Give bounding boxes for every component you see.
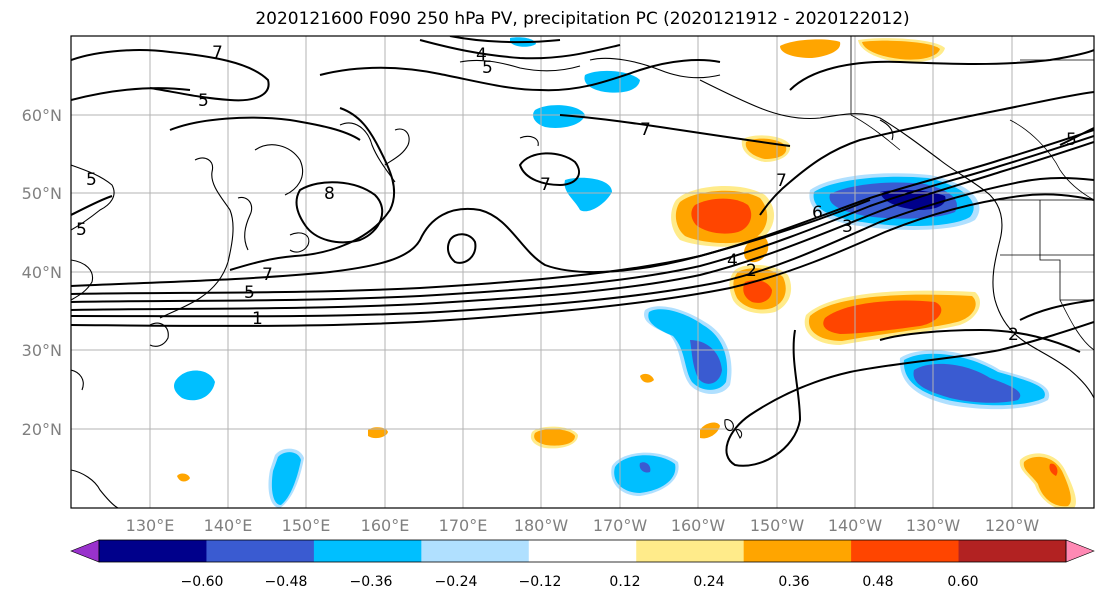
- colorbar-tick-label: −0.12: [519, 574, 562, 590]
- contour-label: 1: [252, 309, 263, 329]
- colorbar-tick-label: −0.24: [435, 574, 478, 590]
- contour-label: 5: [86, 170, 97, 190]
- colorbar-tick-label: −0.48: [265, 574, 308, 590]
- colorbar-tick-label: 0.36: [778, 574, 809, 590]
- map-title: 2020121600 F090 250 hPa PV, precipitatio…: [255, 9, 910, 29]
- lon-label: 170°E: [439, 516, 488, 535]
- lat-label-30n: 30°N: [22, 341, 62, 360]
- colorbar-segment: [206, 540, 315, 562]
- longitude-labels: 130°E 140°E 150°E 160°E 170°E 180°W 170°…: [126, 516, 1040, 535]
- colorbar-segment: [958, 540, 1067, 562]
- contour-label: 7: [212, 43, 223, 63]
- colorbar-segment: [743, 540, 852, 562]
- lon-label: 140°E: [204, 516, 253, 535]
- political-borders: [850, 36, 1094, 351]
- colorbar-tick-label: 0.12: [609, 574, 640, 590]
- colorbar-frame: [98, 539, 1067, 563]
- colorbar-extend-high: [1065, 539, 1095, 563]
- positive-precip-area-5: [780, 38, 945, 63]
- contour-label: 7: [640, 120, 651, 140]
- lon-label: 150°W: [750, 516, 805, 535]
- colorbar-segment: [636, 540, 745, 562]
- latitude-labels: 60°N 50°N 40°N 30°N 20°N: [22, 106, 62, 439]
- contour-label: 6: [812, 203, 823, 223]
- contour-label: 4: [727, 251, 738, 271]
- colorbar-segment: [99, 540, 207, 562]
- lat-label-50n: 50°N: [22, 184, 62, 203]
- contour-label: 7: [262, 265, 273, 285]
- colorbar-segment: [313, 540, 422, 562]
- contour-label: 5: [198, 91, 209, 111]
- pv-contours: [71, 36, 1094, 467]
- lon-label: 150°E: [282, 516, 331, 535]
- lon-label: 160°W: [671, 516, 726, 535]
- positive-precip-area-3: [804, 290, 980, 345]
- contour-label: 2: [746, 261, 757, 281]
- lon-label: 160°E: [361, 516, 410, 535]
- lon-label: 140°W: [828, 516, 883, 535]
- lon-label: 120°W: [985, 516, 1040, 535]
- contour-label: 2: [1008, 325, 1019, 345]
- contour-label: 8: [324, 184, 335, 204]
- colorbar-tick-label: −0.60: [181, 574, 224, 590]
- colorbar: [70, 539, 1095, 563]
- lon-label: 130°W: [906, 516, 961, 535]
- contour-label: 5: [1066, 130, 1077, 150]
- colorbar-segment: [528, 540, 637, 562]
- colorbar-extend-low: [70, 539, 100, 563]
- contour-label: 4: [476, 45, 487, 65]
- positive-precip-area-2: [729, 235, 792, 314]
- lon-label: 180°W: [514, 516, 569, 535]
- negative-precip-area-4: [174, 37, 679, 508]
- contour-label: 7: [776, 171, 787, 191]
- contour-label: 3: [842, 217, 853, 237]
- colorbar-tick-labels: −0.60 −0.48 −0.36 −0.24 −0.12 0.12 0.24 …: [181, 574, 979, 590]
- map-frame: [70, 35, 1095, 509]
- colorbar-segment: [851, 540, 960, 562]
- contour-label: 7: [540, 175, 551, 195]
- colorbar-tick-label: −0.36: [350, 574, 393, 590]
- positive-precip-area-6: [177, 373, 1076, 508]
- contour-label: 5: [244, 283, 255, 303]
- colorbar-tick-label: 0.24: [693, 574, 724, 590]
- contour-label: 5: [482, 58, 493, 78]
- lon-label: 170°W: [593, 516, 648, 535]
- negative-precip-area-1: [809, 173, 980, 230]
- contour-label: 5: [76, 220, 87, 240]
- positive-precip-area-1: [671, 185, 775, 247]
- colorbar-tick-label: 0.60: [947, 574, 978, 590]
- lat-label-20n: 20°N: [22, 420, 62, 439]
- lat-label-60n: 60°N: [22, 106, 62, 125]
- graticule: [71, 36, 1094, 508]
- colorbar-tick-label: 0.48: [862, 574, 893, 590]
- colorbar-segment: [421, 540, 530, 562]
- lon-label: 130°E: [126, 516, 175, 535]
- lat-label-40n: 40°N: [22, 263, 62, 282]
- contour-label-group: 7 5 4 5 7 8 7 7 7 6 3 4 2 5 1 2 5 5 5: [76, 43, 1077, 345]
